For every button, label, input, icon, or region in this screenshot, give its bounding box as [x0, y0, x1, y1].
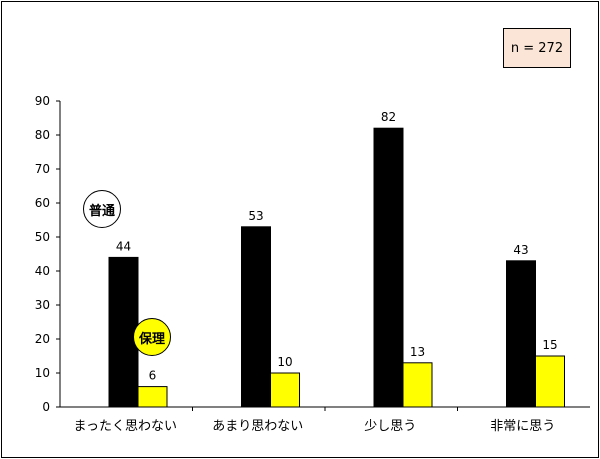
bar-value-label: 44	[116, 239, 131, 253]
bar-value-label: 82	[381, 110, 396, 124]
y-tick-label: 0	[42, 400, 50, 414]
bar-value-label: 10	[277, 355, 292, 369]
bar-hori	[535, 355, 565, 408]
y-tick-label: 30	[35, 298, 50, 312]
x-category-label: 非常に思う	[490, 419, 555, 434]
sample-size-box: n = 272	[503, 28, 571, 68]
bar-value-label: 53	[248, 209, 263, 223]
y-tick-label: 90	[35, 94, 50, 108]
y-tick-label: 40	[35, 264, 50, 278]
series-label-general: 普通	[83, 190, 121, 228]
series-label-general-text: 普通	[88, 203, 115, 219]
bar-general	[506, 260, 536, 408]
y-tick-label: 50	[35, 230, 50, 244]
sample-size-text: n = 272	[510, 40, 564, 56]
bar-value-label: 6	[149, 369, 157, 383]
y-tick-label: 80	[35, 128, 50, 142]
bar-value-label: 43	[513, 243, 528, 257]
bar-hori	[137, 386, 168, 408]
x-category-label: まったく思わない	[74, 419, 177, 434]
series-label-hori-text: 保理	[138, 331, 165, 347]
series-label-hori: 保理	[133, 318, 171, 356]
y-tick-label: 10	[35, 366, 50, 380]
bar-general	[373, 127, 404, 408]
x-category-label: あまり思わない	[212, 419, 303, 434]
bar-hori	[402, 362, 433, 408]
bar-value-label: 13	[410, 345, 425, 359]
x-category-label: 少し思う	[364, 419, 416, 434]
y-tick-label: 60	[35, 196, 50, 210]
y-tick-label: 70	[35, 162, 50, 176]
bar-hori	[270, 372, 300, 408]
bar-value-label: 15	[542, 338, 557, 352]
y-tick-label: 20	[35, 332, 50, 346]
bar-general	[241, 226, 271, 408]
